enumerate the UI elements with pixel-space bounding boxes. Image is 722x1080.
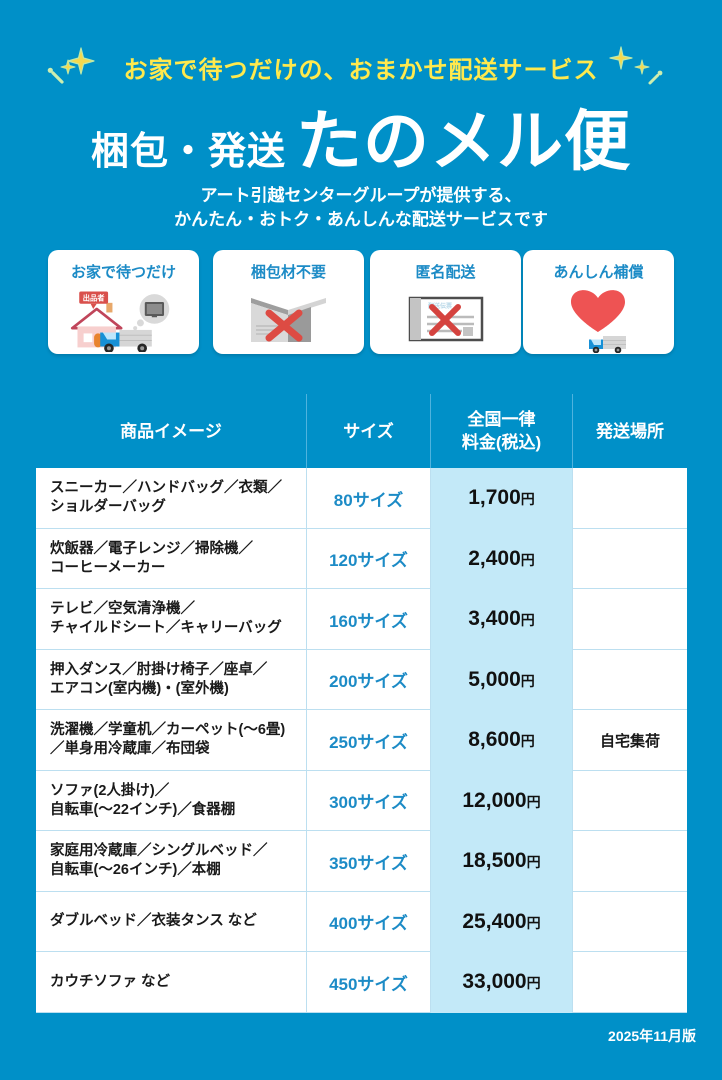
svg-text:出品者: 出品者 [83,293,105,302]
